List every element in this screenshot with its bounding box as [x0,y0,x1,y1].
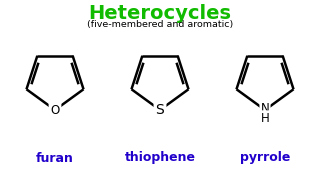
Text: H: H [260,111,269,125]
Text: thiophene: thiophene [124,152,196,165]
Text: O: O [50,103,60,116]
Text: (five-membered and aromatic): (five-membered and aromatic) [87,20,233,29]
Text: N: N [260,102,269,114]
Text: Heterocycles: Heterocycles [89,4,231,23]
Text: S: S [156,103,164,117]
Text: furan: furan [36,152,74,165]
Text: pyrrole: pyrrole [240,152,290,165]
